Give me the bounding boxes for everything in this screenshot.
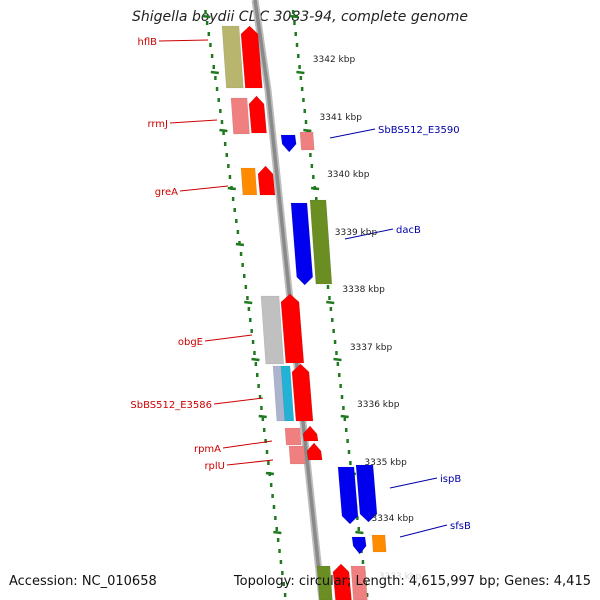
gene-label-left: rrmJ <box>147 119 168 130</box>
kbp-label: 3336 kbp <box>357 400 400 410</box>
gene-label-right: sfsB <box>450 521 471 532</box>
genome-summary-text: Topology: circular; Length: 4,615,997 bp… <box>233 574 591 589</box>
kbp-label: 3342 kbp <box>313 55 356 65</box>
gene-label-left: SbBS512_E3586 <box>130 400 212 411</box>
kbp-label: 3339 kbp <box>335 228 378 238</box>
leader-line-left <box>204 334 253 342</box>
feature-arrow <box>302 425 319 442</box>
leader-layer <box>158 39 448 538</box>
leader-line-left <box>226 459 274 466</box>
major-tick-left <box>210 70 219 75</box>
leader-line-right <box>329 128 376 139</box>
kbp-label: 3340 kbp <box>327 170 370 180</box>
major-tick-left <box>202 14 211 19</box>
major-tick-right <box>355 530 364 535</box>
gene-label-left: hflB <box>138 37 158 48</box>
feature-arrow <box>240 25 263 89</box>
feature-block <box>288 445 306 465</box>
kbp-label: 3338 kbp <box>342 285 385 295</box>
major-tick-left <box>273 530 282 535</box>
gene-label-left: rplU <box>204 461 225 472</box>
major-tick-right <box>303 128 312 133</box>
gene-label-right: SbBS512_E3590 <box>378 125 460 136</box>
major-tick-left <box>258 414 267 419</box>
major-tick-right <box>289 14 299 19</box>
backbone-layer <box>251 0 326 600</box>
feature-arrow <box>306 442 323 461</box>
feature-layer <box>221 25 387 600</box>
map-title: Shigella boydii CDC 3083-94, complete ge… <box>131 9 469 25</box>
feature-arrow <box>280 134 297 153</box>
leader-line-left <box>213 397 264 405</box>
major-tick-left <box>235 242 245 247</box>
major-tick-left <box>227 186 236 191</box>
feature-arrow <box>291 363 314 422</box>
feature-arrow <box>290 202 314 286</box>
feature-block <box>221 25 244 89</box>
major-tick-right <box>340 414 349 419</box>
feature-arrow <box>280 293 305 364</box>
leader-line-right <box>389 477 438 489</box>
feature-block <box>299 131 315 151</box>
major-tick-right <box>310 186 320 191</box>
feature-block <box>240 167 258 196</box>
feature-block <box>284 427 302 446</box>
label-layer: 3342 kbp 3341 kbp 3340 kbp 3339 kbp 3338 kbp… <box>130 37 471 582</box>
major-tick-left <box>265 471 275 476</box>
major-tick-left <box>219 128 228 133</box>
gene-label-left: obgE <box>178 337 203 348</box>
kbp-label: 3335 kbp <box>364 458 407 468</box>
accession-text: Accession: NC_010658 <box>9 574 157 589</box>
leader-line-left <box>169 119 218 124</box>
leader-line-left <box>179 185 229 192</box>
kbp-label: 3333 kbp <box>379 572 422 582</box>
kbp-label: 3337 kbp <box>350 343 393 353</box>
major-tick-right <box>326 300 335 305</box>
feature-arrow <box>332 563 352 600</box>
gene-label-right: dacB <box>396 225 421 236</box>
feature-arrow <box>355 464 378 523</box>
kbp-label: 3334 kbp <box>371 514 414 524</box>
kbp-label: 3341 kbp <box>320 113 363 123</box>
major-tick-right <box>296 70 305 75</box>
gene-label-right: ispB <box>440 474 461 485</box>
feature-block <box>280 365 295 422</box>
leader-line-right <box>344 228 394 240</box>
feature-arrow <box>351 536 367 555</box>
leader-line-left <box>222 440 273 449</box>
leader-line-right <box>399 524 448 538</box>
feature-block <box>309 199 333 285</box>
feature-block <box>371 534 387 553</box>
feature-block <box>350 565 368 600</box>
feature-arrow <box>248 95 267 134</box>
feature-block <box>230 97 250 135</box>
genome-backbone <box>253 0 324 600</box>
gene-label-left: greA <box>155 187 178 198</box>
major-tick-left <box>244 300 253 305</box>
feature-block <box>260 295 285 365</box>
major-tick-right <box>333 357 342 362</box>
leader-line-left <box>158 39 209 42</box>
feature-block <box>316 565 333 600</box>
feature-arrow <box>257 165 276 196</box>
gene-label-left: rpmA <box>194 444 221 455</box>
major-tick-left <box>251 357 260 362</box>
feature-arrow <box>337 466 359 525</box>
